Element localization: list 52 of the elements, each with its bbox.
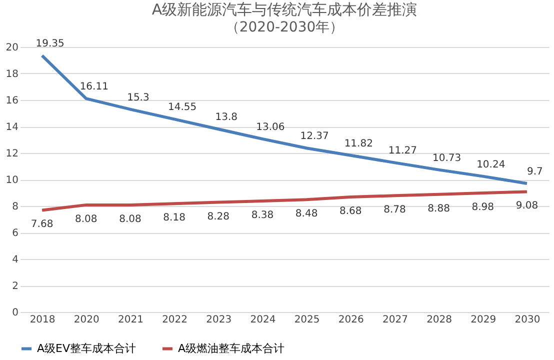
y-tick-label: 6 (12, 228, 18, 239)
data-label: 8.08 (119, 214, 142, 225)
data-label: 8.08 (74, 214, 98, 225)
data-label: 9.7 (527, 166, 543, 178)
data-label: 10.24 (476, 159, 506, 170)
x-tick-label: 2028 (426, 314, 452, 326)
y-tick-label: 20 (6, 42, 18, 54)
x-tick-label: 2020 (74, 314, 100, 326)
x-tick-label: 2027 (382, 314, 408, 326)
data-label: 14.55 (168, 102, 197, 114)
y-tick-label: 2 (12, 281, 18, 292)
data-label: 9.08 (516, 200, 538, 212)
data-label: 8.78 (384, 204, 406, 216)
data-label: 8.28 (207, 211, 230, 222)
x-tick-label: 2018 (30, 314, 56, 326)
data-label: 15.3 (127, 92, 150, 104)
line-series (40, 54, 528, 185)
y-tick-label: 10 (6, 175, 18, 186)
x-tick-label: 2029 (470, 314, 496, 326)
x-tick-label: 2024 (250, 314, 276, 326)
x-tick-label: 2022 (162, 314, 188, 326)
x-tick-label: 2026 (338, 314, 364, 326)
x-tick-label: 2021 (118, 314, 144, 326)
x-tick-label: 2023 (206, 314, 232, 326)
y-tick-label: 4 (12, 254, 18, 266)
data-label: 8.98 (472, 202, 494, 214)
data-label: 8.38 (251, 210, 274, 221)
data-label: 8.88 (428, 203, 450, 214)
legend-label: A级EV整车成本合计 (37, 342, 136, 355)
y-tick-label: 8 (12, 202, 18, 212)
data-label: 8.68 (339, 206, 362, 217)
x-tick-label: 2030 (514, 314, 540, 326)
legend-label: A级燃油整车成本合计 (178, 342, 285, 355)
data-label: 16.11 (80, 82, 108, 93)
data-label: 13.06 (256, 122, 285, 133)
data-label: 10.73 (432, 152, 462, 164)
y-tick-label: 12 (6, 148, 18, 160)
chart-subtitle: （2020-2030年） (225, 20, 344, 36)
data-label: 13.8 (215, 112, 238, 124)
y-tick-label: 18 (6, 69, 18, 80)
data-label: 11.27 (388, 146, 418, 157)
data-label: 8.48 (295, 208, 318, 220)
data-label: 19.35 (36, 38, 64, 50)
data-label: 12.37 (300, 131, 329, 142)
y-tick-label: 14 (6, 122, 18, 133)
data-label: 8.18 (163, 212, 186, 224)
chart-title: A级新能源汽车与传统汽车成本价差推演 (152, 0, 418, 19)
y-tick-label: 0 (12, 308, 18, 318)
y-tick-label: 16 (6, 96, 18, 106)
x-tick-label: 2025 (294, 314, 320, 326)
data-label: 11.82 (344, 138, 373, 150)
data-label: 7.68 (30, 219, 54, 230)
